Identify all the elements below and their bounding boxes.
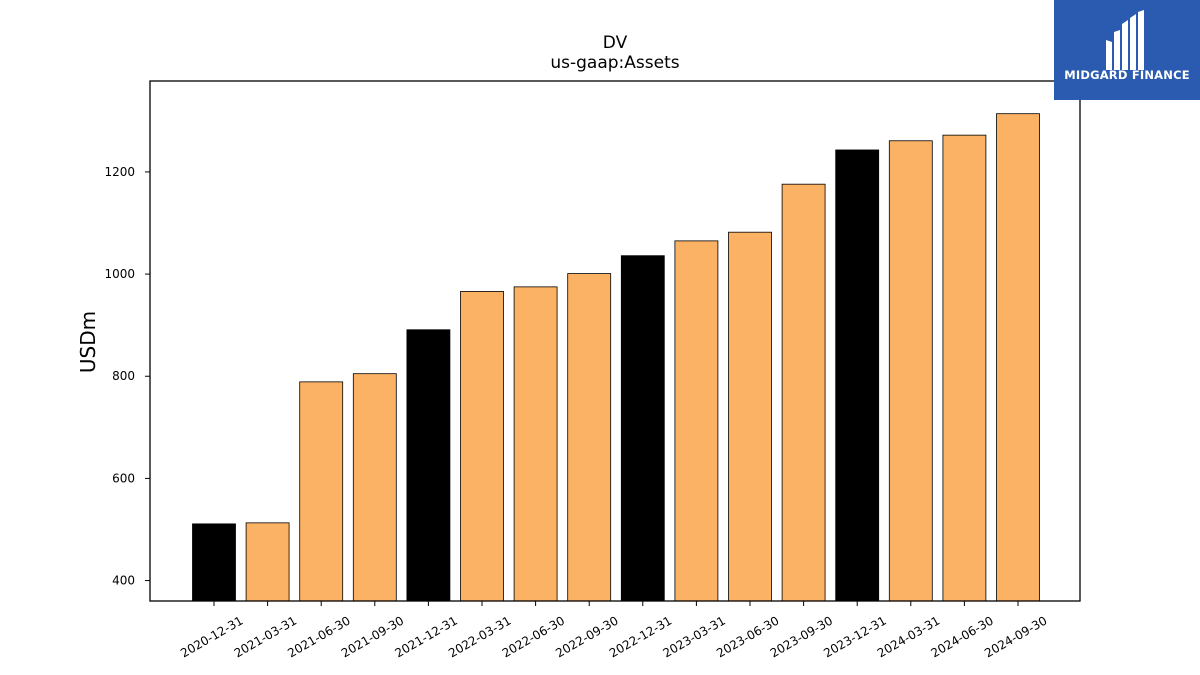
y-tick-label: 600 <box>112 471 135 485</box>
bar-2021-09-30 <box>352 373 397 602</box>
logo-text: MIDGARD FINANCE <box>1064 68 1190 82</box>
y-tick-label: 1200 <box>104 165 135 179</box>
bar-2022-12-31 <box>620 255 665 602</box>
y-axis: 400 600 800 1000 1200 <box>104 165 150 588</box>
bar-2023-03-31 <box>674 240 719 602</box>
bar-2024-03-31 <box>888 140 933 602</box>
bar-2022-03-31 <box>460 291 504 602</box>
bar-2022-09-30 <box>567 273 612 602</box>
y-tick-label: 1000 <box>104 267 135 281</box>
x-axis: 2020-12-312021-03-312021-06-302021-09-30… <box>178 601 1050 660</box>
y-axis-label: USDm <box>76 311 100 373</box>
bars-group <box>192 113 1040 602</box>
bar-2023-09-30 <box>781 183 826 602</box>
bar-2022-06-30 <box>513 286 558 602</box>
bar-2024-06-30 <box>942 134 987 602</box>
bar-2024-09-30 <box>996 113 1040 602</box>
y-tick-label: 800 <box>112 369 135 383</box>
chart-title: DV <box>603 33 628 53</box>
bar-2023-12-31 <box>835 149 880 602</box>
midgard-m-logo-icon <box>1106 10 1144 70</box>
chart-subtitle: us-gaap:Assets <box>550 53 679 73</box>
midgard-finance-logo: MIDGARD FINANCE <box>1054 0 1200 100</box>
y-tick-label: 400 <box>112 574 135 588</box>
bar-2021-06-30 <box>299 381 344 602</box>
bar-2021-12-31 <box>406 329 451 602</box>
bar-2020-12-31 <box>192 523 236 602</box>
bar-2021-03-31 <box>245 522 290 602</box>
plot-frame <box>149 80 1081 602</box>
bar-2023-06-30 <box>728 231 772 602</box>
